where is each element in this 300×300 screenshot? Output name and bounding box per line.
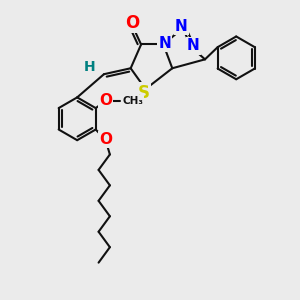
Text: O: O: [125, 14, 139, 32]
Text: N: N: [158, 35, 171, 50]
Text: O: O: [99, 94, 112, 109]
Text: N: N: [187, 38, 200, 53]
Text: H: H: [83, 60, 95, 74]
Text: CH₃: CH₃: [123, 96, 144, 106]
Text: S: S: [138, 84, 150, 102]
Text: O: O: [99, 132, 112, 147]
Text: N: N: [175, 19, 188, 34]
